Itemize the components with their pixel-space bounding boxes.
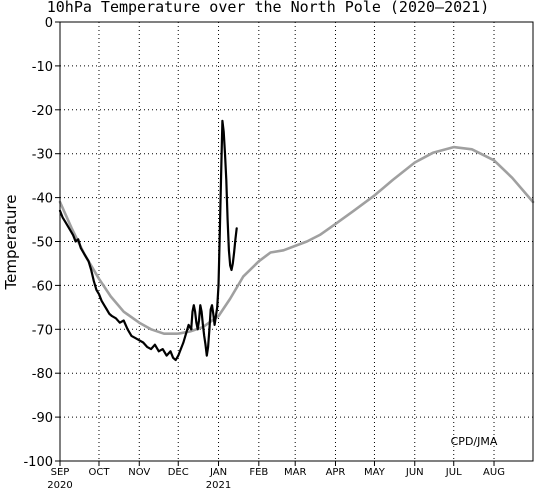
x-tick-year-label: 2021 — [206, 480, 231, 491]
x-tick-label: MAY — [364, 467, 386, 478]
x-tick-label: JUN — [405, 467, 424, 478]
x-tick-label: JUL — [445, 467, 462, 478]
climatology-line — [58, 145, 535, 335]
x-tick-label: JAN — [209, 467, 227, 478]
x-tick-label: FEB — [249, 467, 268, 478]
x-tick-year-label: 2020 — [47, 480, 72, 491]
y-tick-label: -20 — [32, 104, 53, 119]
x-axis-ticks: SEP 2020 OCT NOV DEC JAN 2021 FEB MAR APR MAY JUN JU… — [47, 461, 505, 491]
credit-annotation: CPD/JMA — [451, 435, 498, 448]
chart-title: 10hPa Temperature over the North Pole (2… — [47, 0, 490, 16]
grid — [60, 22, 533, 461]
x-tick-label: OCT — [88, 467, 110, 478]
series-layer — [58, 119, 535, 362]
x-tick-label: MAR — [284, 467, 306, 478]
observed-temperature-line — [58, 119, 238, 362]
y-tick-label: -90 — [32, 411, 53, 426]
y-tick-label: 0 — [45, 16, 53, 31]
y-tick-label: -80 — [32, 367, 53, 382]
x-tick-label: APR — [326, 467, 346, 478]
x-tick-label: SEP — [51, 467, 70, 478]
y-tick-label: -60 — [32, 279, 53, 294]
x-tick-label: DEC — [168, 467, 189, 478]
y-tick-label: -50 — [32, 236, 53, 251]
y-tick-label: -70 — [32, 323, 53, 338]
y-axis-ticks: 0 -10 -20 -30 -40 -50 -60 -70 -80 -90 -100 — [23, 16, 60, 470]
y-tick-label: -100 — [23, 455, 53, 470]
x-tick-label: AUG — [483, 467, 505, 478]
y-tick-label: -40 — [32, 192, 53, 207]
x-tick-label: NOV — [128, 467, 150, 478]
y-tick-label: -30 — [32, 148, 53, 163]
y-axis-label: Temperature — [2, 194, 20, 290]
y-tick-label: -10 — [32, 60, 53, 75]
